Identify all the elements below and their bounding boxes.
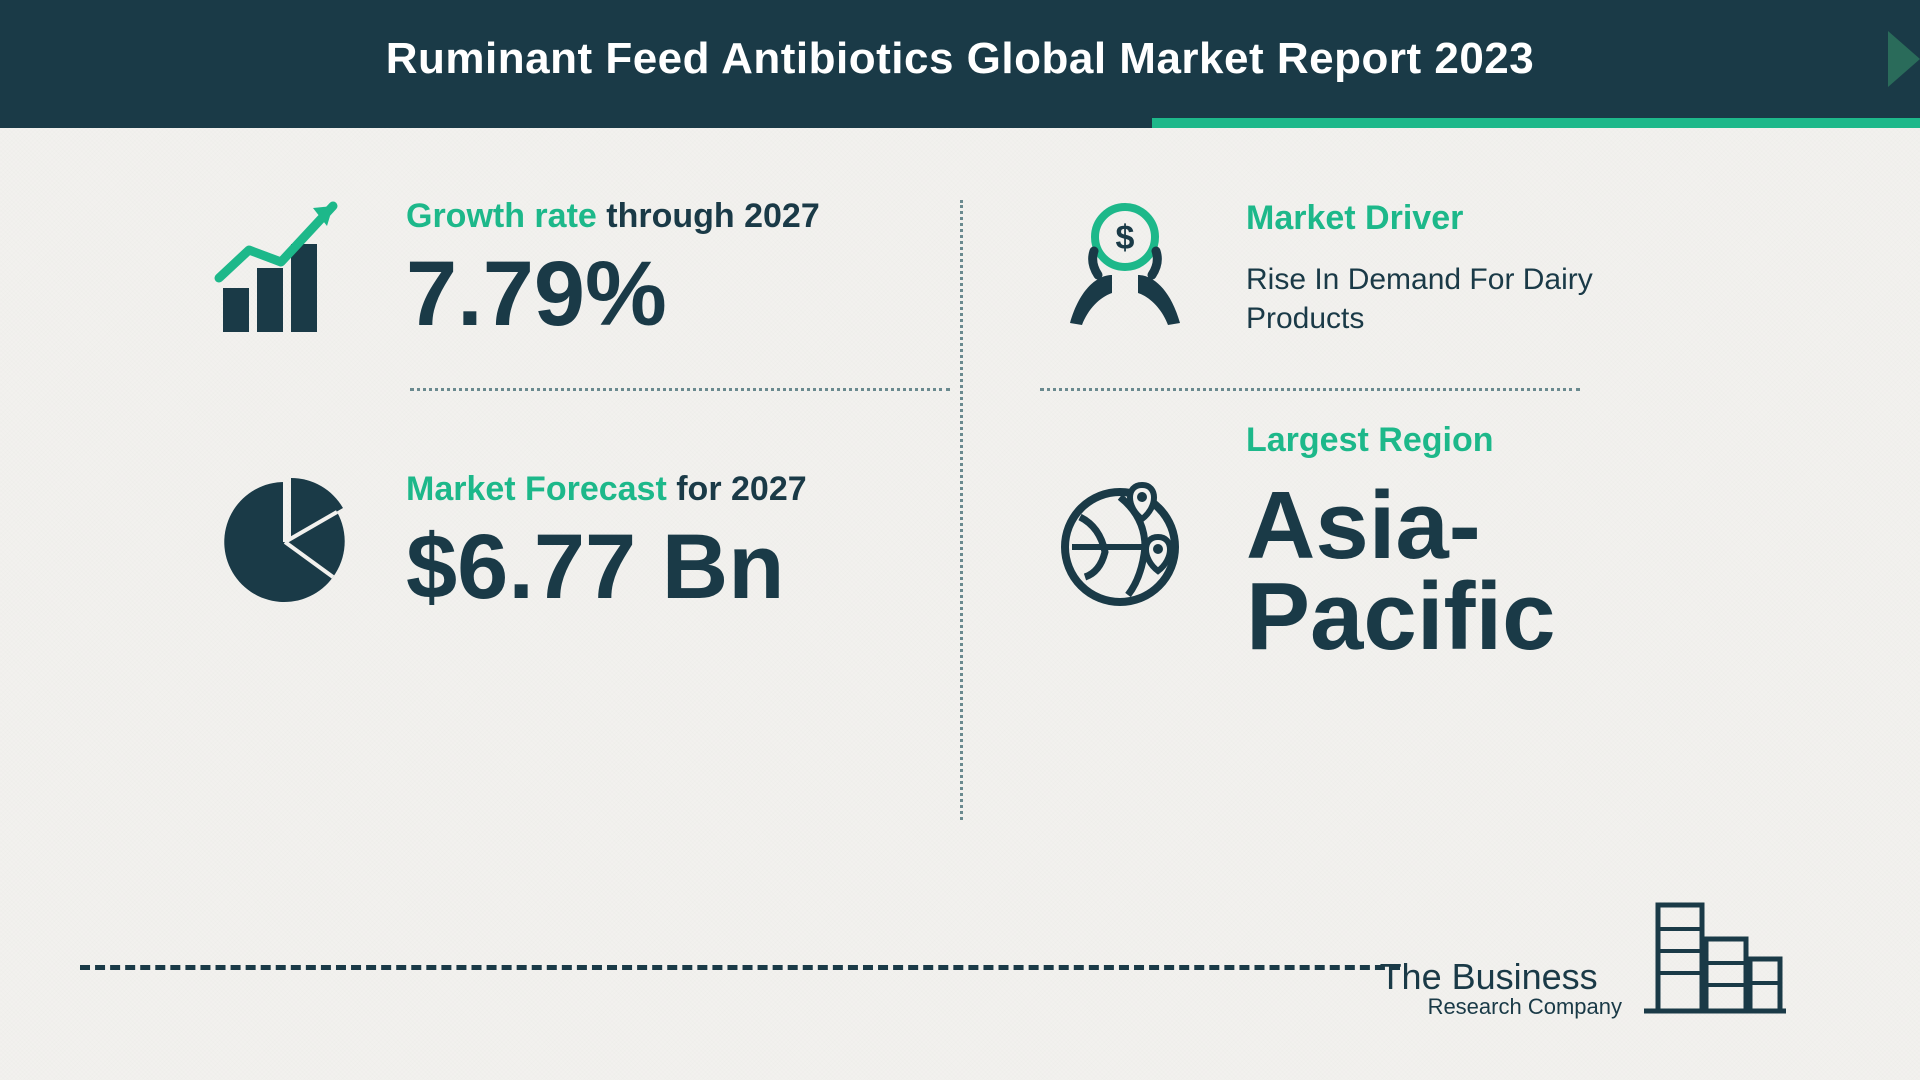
market-forecast-label-accent: Market Forecast [406, 470, 667, 508]
market-forecast-label-rest: for 2027 [667, 470, 807, 508]
bar-chart-growth-icon [200, 188, 370, 348]
growth-rate-label-accent: Growth rate [406, 197, 597, 235]
market-driver-text: Rise In Demand For Dairy Products [1246, 260, 1686, 338]
logo-line-1: The Business [1380, 956, 1598, 998]
header-arrow-icon [1888, 31, 1920, 87]
buildings-icon [1640, 885, 1790, 1020]
market-forecast-block: Market Forecast for 2027 $6.77 Bn [200, 421, 960, 662]
content-grid: Growth rate through 2027 7.79% $ Market … [0, 118, 1920, 662]
left-row-separator [200, 378, 960, 391]
market-driver-block: $ Market Driver Rise In Demand For Dairy… [1020, 188, 1780, 348]
globe-pins-icon [1040, 467, 1210, 617]
largest-region-block: Largest Region Asia- Pacific [1020, 421, 1780, 662]
largest-region-label: Largest Region [1246, 421, 1556, 460]
growth-rate-label-rest: through 2027 [597, 197, 820, 235]
growth-rate-block: Growth rate through 2027 7.79% [200, 188, 960, 348]
largest-region-value: Asia- Pacific [1246, 480, 1556, 662]
market-forecast-value: $6.77 Bn [406, 521, 807, 613]
growth-rate-value: 7.79% [406, 248, 820, 340]
svg-text:$: $ [1116, 219, 1135, 257]
header-bar: Ruminant Feed Antibiotics Global Market … [0, 0, 1920, 118]
logo-line-2: Research Company [1428, 994, 1622, 1020]
company-logo: The Business Research Company [1380, 885, 1790, 1020]
bottom-dashed-line [80, 965, 1400, 970]
growth-rate-label: Growth rate through 2027 [406, 197, 820, 236]
hands-coin-icon: $ [1040, 193, 1210, 343]
report-title: Ruminant Feed Antibiotics Global Market … [386, 34, 1535, 84]
market-driver-label: Market Driver [1246, 199, 1686, 238]
pie-chart-icon [200, 467, 370, 617]
right-row-separator [1020, 378, 1780, 391]
market-forecast-label: Market Forecast for 2027 [406, 470, 807, 509]
